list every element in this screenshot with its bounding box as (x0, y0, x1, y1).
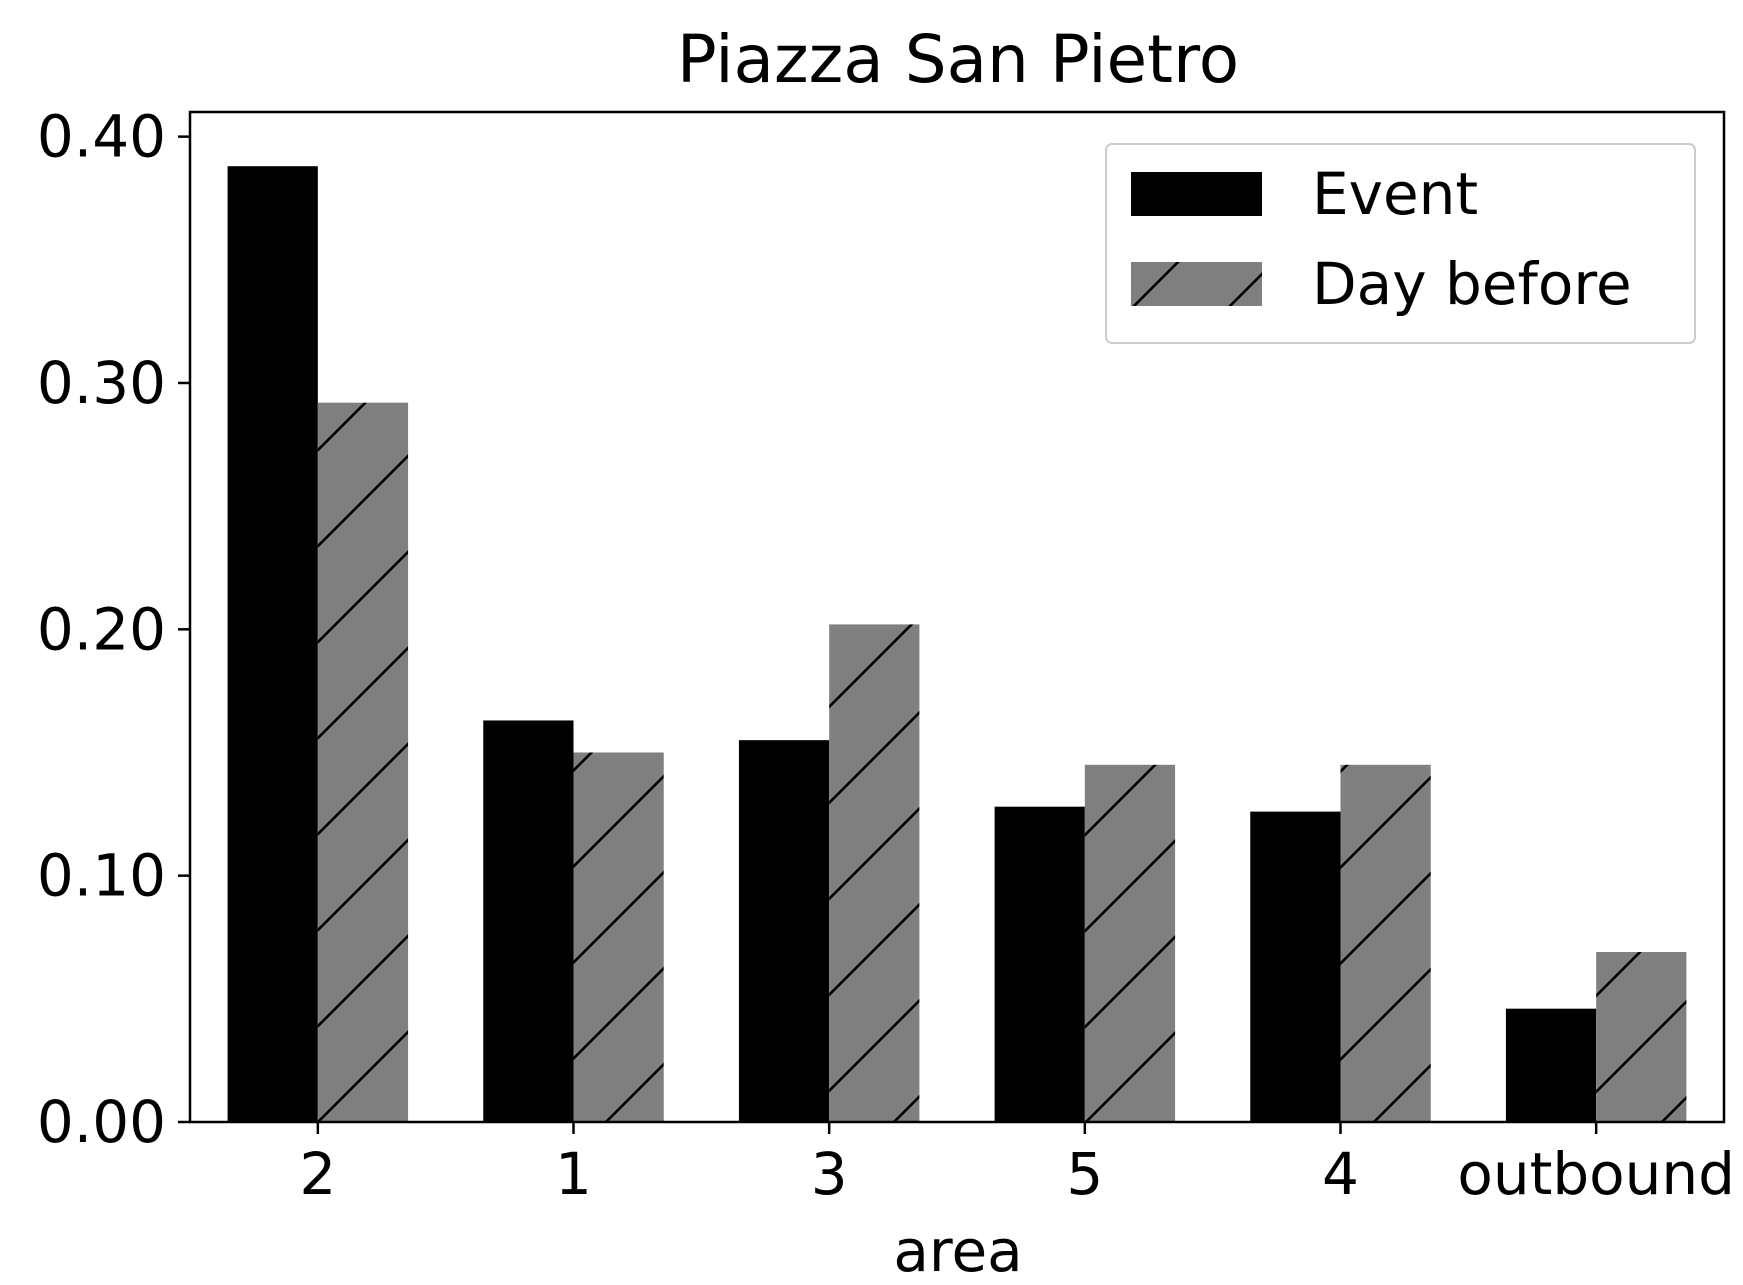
legend-swatch-day-before (1131, 262, 1262, 306)
legend-label-day-before: Day before (1312, 250, 1632, 318)
chart-title: Piazza San Pietro (677, 21, 1239, 98)
legend: Event Day before (1105, 143, 1696, 344)
x-axis-label: area (893, 1217, 1022, 1281)
bars-group (227, 166, 1687, 1122)
bar-event-outbound (1505, 1008, 1597, 1122)
y-tick-label: 0.10 (37, 842, 166, 910)
bar-day-before-5 (1084, 764, 1176, 1122)
bar-event-4 (1250, 811, 1341, 1122)
x-tick-label: 4 (1322, 1140, 1359, 1208)
y-axis: 0.00 0.10 0.20 0.30 0.40 (37, 103, 190, 1156)
x-tick-label: 2 (299, 1140, 336, 1208)
x-tick-label: 1 (555, 1140, 592, 1208)
bar-event-3 (738, 740, 830, 1122)
bar-day-before-outbound (1596, 952, 1687, 1122)
y-tick-label: 0.40 (37, 103, 166, 171)
y-tick-label: 0.30 (37, 349, 166, 417)
x-tick-label: outbound (1457, 1140, 1735, 1208)
bar-event-1 (483, 720, 574, 1122)
x-axis: 2 1 3 5 4 outbound (299, 1122, 1735, 1208)
x-tick-label: 5 (1066, 1140, 1103, 1208)
bar-day-before-2 (317, 402, 409, 1122)
legend-label-event: Event (1312, 160, 1478, 228)
y-tick-label: 0.00 (37, 1088, 166, 1156)
y-tick-label: 0.20 (37, 595, 166, 663)
bar-event-5 (994, 806, 1085, 1122)
plot-area-frame (188, 110, 1726, 1124)
x-tick-label: 3 (811, 1140, 848, 1208)
bar-day-before-4 (1340, 764, 1431, 1122)
bar-day-before-1 (573, 752, 664, 1122)
bar-event-2 (227, 166, 318, 1122)
legend-swatch-event (1131, 172, 1262, 216)
bar-day-before-3 (829, 624, 920, 1122)
